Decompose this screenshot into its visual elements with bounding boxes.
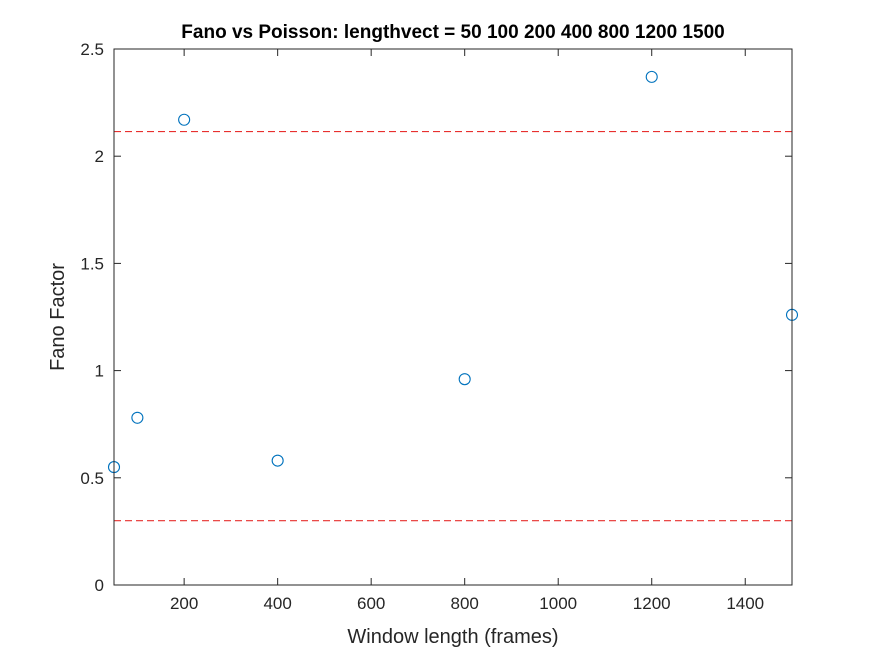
y-tick-label: 2.5 <box>80 40 104 59</box>
x-tick-label: 1200 <box>633 594 671 613</box>
chart-title: Fano vs Poisson: lengthvect = 50 100 200… <box>181 22 724 43</box>
y-axis-label: Fano Factor <box>47 263 69 371</box>
data-point-4 <box>271 454 284 467</box>
axes-box <box>113 48 793 586</box>
y-tick-label: 0 <box>95 576 104 595</box>
x-tick-label: 1000 <box>539 594 577 613</box>
y-ticks: 0 0.5 1 1.5 2 2.5 <box>80 40 792 595</box>
x-tick-label: 1400 <box>726 594 764 613</box>
data-point-2 <box>131 411 144 424</box>
y-tick-label: 1.5 <box>80 254 104 273</box>
y-tick-label: 1 <box>95 362 104 381</box>
plot-background <box>114 49 792 585</box>
y-tick-label: 2 <box>95 147 104 166</box>
reference-lines <box>114 130 792 522</box>
x-axis-label: Window length (frames) <box>347 626 558 648</box>
x-tick-label: 800 <box>451 594 479 613</box>
data-point-6 <box>645 70 658 83</box>
data-point-3 <box>178 113 191 126</box>
y-tick-label: 0.5 <box>80 469 104 488</box>
x-tick-label: 200 <box>170 594 198 613</box>
x-tick-label: 400 <box>263 594 291 613</box>
data-point-5 <box>458 373 471 386</box>
x-ticks: 200 400 600 800 1000 1200 1400 <box>170 49 764 613</box>
x-tick-label: 600 <box>357 594 385 613</box>
